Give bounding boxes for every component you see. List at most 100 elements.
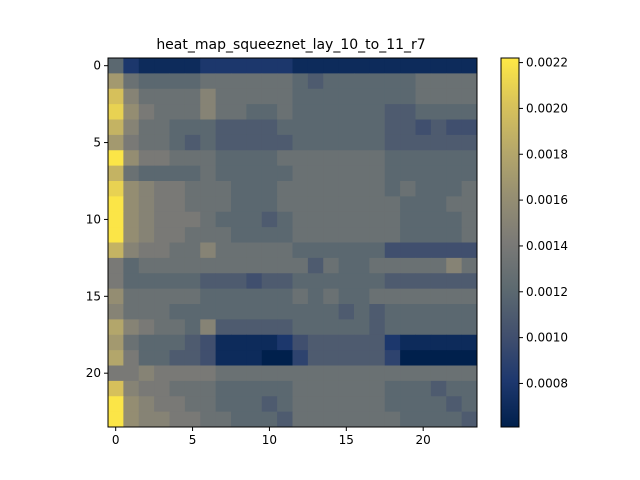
heatmap-cell — [261, 411, 278, 428]
heatmap-cell — [200, 181, 217, 197]
heatmap-cell — [215, 73, 232, 90]
heatmap-cell — [200, 380, 217, 397]
heatmap-cell — [123, 334, 140, 351]
heatmap-cell — [231, 196, 247, 213]
heatmap-cell — [307, 396, 324, 413]
heatmap-cell — [108, 334, 124, 351]
heatmap-cell — [430, 365, 447, 382]
heatmap-cell — [400, 119, 416, 136]
heatmap-cell — [184, 411, 201, 428]
heatmap-cell — [369, 304, 386, 320]
heatmap-cell — [430, 227, 447, 243]
heatmap-cell — [184, 58, 201, 74]
heatmap-cell — [415, 165, 432, 182]
heatmap-cell — [430, 380, 447, 397]
heatmap-cell — [138, 350, 155, 366]
heatmap-cell — [400, 288, 416, 305]
heatmap-cell — [461, 304, 478, 320]
heatmap-cell — [446, 165, 463, 182]
heatmap-cell — [138, 88, 155, 105]
heatmap-cell — [108, 288, 124, 305]
heatmap-cell — [123, 242, 140, 259]
heatmap-cell — [108, 134, 124, 151]
heatmap-cell — [200, 88, 217, 105]
heatmap-cell — [446, 304, 463, 320]
heatmap-cell — [138, 273, 155, 290]
heatmap-cell — [430, 411, 447, 428]
heatmap-cell — [246, 196, 263, 213]
heatmap-cell — [231, 227, 247, 243]
heatmap-cell — [384, 58, 401, 74]
heatmap-cell — [384, 227, 401, 243]
heatmap-cell — [261, 181, 278, 197]
heatmap-cell — [400, 273, 416, 290]
heatmap-cell — [369, 396, 386, 413]
heatmap-cell — [277, 273, 293, 290]
colorbar-tick-label: 0.0022 — [526, 56, 568, 70]
heatmap-cell — [215, 273, 232, 290]
heatmap-cell — [231, 304, 247, 320]
heatmap-cell — [154, 257, 170, 274]
heatmap-cell — [446, 273, 463, 290]
heatmap-cell — [430, 104, 447, 120]
heatmap-cell — [384, 304, 401, 320]
heatmap-cell — [123, 319, 140, 336]
heatmap-cell — [400, 73, 416, 90]
heatmap-cell — [246, 411, 263, 428]
heatmap-cell — [277, 350, 293, 366]
heatmap-cell — [354, 165, 370, 182]
heatmap-cell — [369, 380, 386, 397]
heatmap-cell — [215, 181, 232, 197]
heatmap-cell — [415, 319, 432, 336]
heatmap-cell — [338, 396, 355, 413]
heatmap-cell — [261, 288, 278, 305]
heatmap-cell — [261, 257, 278, 274]
heatmap-cell — [123, 257, 140, 274]
heatmap-cell — [123, 211, 140, 228]
heatmap-cell — [307, 334, 324, 351]
heatmap-cell — [215, 304, 232, 320]
heatmap-cell — [277, 319, 293, 336]
heatmap-cell — [307, 242, 324, 259]
heatmap-frame — [107, 57, 478, 428]
heatmap-cell — [200, 334, 217, 351]
heatmap-cell — [430, 273, 447, 290]
heatmap-cell — [169, 134, 186, 151]
heatmap-cell — [415, 288, 432, 305]
heatmap-cell — [446, 196, 463, 213]
heatmap-cell — [231, 319, 247, 336]
heatmap-cell — [231, 257, 247, 274]
heatmap-cell — [430, 319, 447, 336]
heatmap-cell — [461, 227, 478, 243]
heatmap-cell — [369, 73, 386, 90]
heatmap-cell — [446, 380, 463, 397]
heatmap-cell — [184, 304, 201, 320]
heatmap-cell — [277, 119, 293, 136]
heatmap-cell — [277, 304, 293, 320]
heatmap-cell — [261, 58, 278, 74]
heatmap-cell — [307, 181, 324, 197]
heatmap-cell — [354, 58, 370, 74]
heatmap-cell — [307, 211, 324, 228]
heatmap-cell — [246, 88, 263, 105]
heatmap-cell — [307, 350, 324, 366]
y-tick-label: 5 — [93, 136, 101, 150]
heatmap-cell — [292, 73, 309, 90]
heatmap-cell — [461, 396, 478, 413]
heatmap-cell — [338, 288, 355, 305]
heatmap-cell — [461, 196, 478, 213]
heatmap-cell — [292, 227, 309, 243]
heatmap-cell — [338, 196, 355, 213]
heatmap-cell — [246, 304, 263, 320]
heatmap-cell — [169, 227, 186, 243]
heatmap-cell — [461, 350, 478, 366]
heatmap-cell — [261, 150, 278, 167]
heatmap-cell — [400, 181, 416, 197]
heatmap-cell — [323, 227, 340, 243]
heatmap-cell — [123, 196, 140, 213]
heatmap-cell — [430, 396, 447, 413]
heatmap-cell — [246, 288, 263, 305]
heatmap-cell — [123, 411, 140, 428]
heatmap-cell — [169, 73, 186, 90]
heatmap-cell — [231, 165, 247, 182]
